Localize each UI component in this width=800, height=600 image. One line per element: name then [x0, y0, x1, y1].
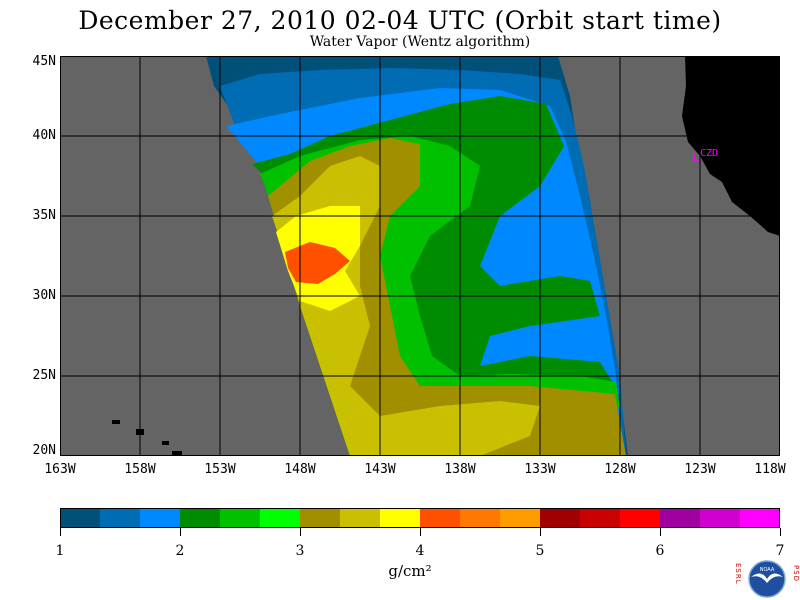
- lon-label-153w: 153W: [204, 462, 236, 477]
- colorbar-cell: [220, 508, 261, 528]
- lon-label-158w: 158W: [124, 462, 156, 477]
- colorbar-frame: [60, 508, 780, 528]
- colorbar-tick: [59, 528, 61, 536]
- logo-right-letters: PSD: [792, 565, 800, 582]
- map-frame: [60, 56, 780, 456]
- station-marker-icon: [693, 153, 700, 162]
- colorbar-tick: [299, 528, 301, 536]
- lat-label-45n: 45N: [32, 54, 56, 69]
- colorbar-cell: [500, 508, 541, 528]
- colorbar-cell: [740, 508, 780, 528]
- colorbar-units: g/cm²: [388, 562, 432, 580]
- colorbar-cell: [140, 508, 181, 528]
- lon-label-128w: 128W: [604, 462, 636, 477]
- lon-label-138w: 138W: [444, 462, 476, 477]
- colorbar-cell: [260, 508, 301, 528]
- colorbar-cells: [60, 508, 780, 528]
- lat-label-35n: 35N: [32, 208, 56, 223]
- colorbar-tick-label: 4: [415, 543, 425, 559]
- colorbar-tick-label: 6: [655, 543, 665, 559]
- colorbar-tick-label: 5: [535, 543, 545, 559]
- water-vapor-map: CZD: [60, 56, 780, 456]
- north-america-land: [682, 56, 780, 236]
- colorbar-cell: [700, 508, 741, 528]
- colorbar-cell: [420, 508, 461, 528]
- lat-label-30n: 30N: [32, 288, 56, 303]
- lat-label-25n: 25N: [32, 368, 56, 383]
- colorbar-tick-label: 1: [55, 543, 65, 559]
- lon-label-163w: 163W: [44, 462, 76, 477]
- colorbar-cell: [100, 508, 141, 528]
- colorbar-tick: [779, 528, 781, 536]
- colorbar-tick: [659, 528, 661, 536]
- colorbar-tick-label: 3: [295, 543, 305, 559]
- colorbar-cell: [60, 508, 101, 528]
- island-3: [162, 441, 169, 445]
- noaa-gull-icon: [751, 573, 783, 583]
- map-subtitle: Water Vapor (Wentz algorithm): [309, 34, 531, 50]
- swath-band-red-orange: [285, 242, 350, 284]
- station-label: CZD: [700, 148, 718, 159]
- colorbar-cell: [660, 508, 701, 528]
- island-1: [112, 420, 120, 424]
- colorbar-cell: [340, 508, 381, 528]
- logo-center-text: NOAA: [760, 567, 775, 573]
- colorbar-cell: [380, 508, 421, 528]
- lon-label-118w: 118W: [754, 462, 786, 477]
- lon-label-123w: 123W: [684, 462, 716, 477]
- lat-label-40n: 40N: [32, 128, 56, 143]
- lon-label-133w: 133W: [524, 462, 556, 477]
- colorbar: [60, 508, 780, 528]
- colorbar-cell: [620, 508, 661, 528]
- island-4: [172, 451, 182, 456]
- colorbar-cell: [540, 508, 581, 528]
- colorbar-tick: [539, 528, 541, 536]
- noaa-logo: ESRL NOAA PSD: [734, 560, 800, 598]
- colorbar-cell: [580, 508, 621, 528]
- lat-label-20n: 20N: [32, 443, 56, 458]
- map-title: December 27, 2010 02-04 UTC (Orbit start…: [78, 6, 722, 35]
- colorbar-tick-label: 7: [775, 543, 785, 559]
- colorbar-cell: [180, 508, 221, 528]
- colorbar-tick-label: 2: [175, 543, 185, 559]
- colorbar-cell: [300, 508, 341, 528]
- graticule: [60, 56, 780, 456]
- colorbar-tick: [179, 528, 181, 536]
- lon-label-143w: 143W: [364, 462, 396, 477]
- colorbar-cell: [460, 508, 501, 528]
- logo-left-letters: ESRL: [734, 563, 742, 585]
- colorbar-tick: [419, 528, 421, 536]
- lon-label-148w: 148W: [284, 462, 316, 477]
